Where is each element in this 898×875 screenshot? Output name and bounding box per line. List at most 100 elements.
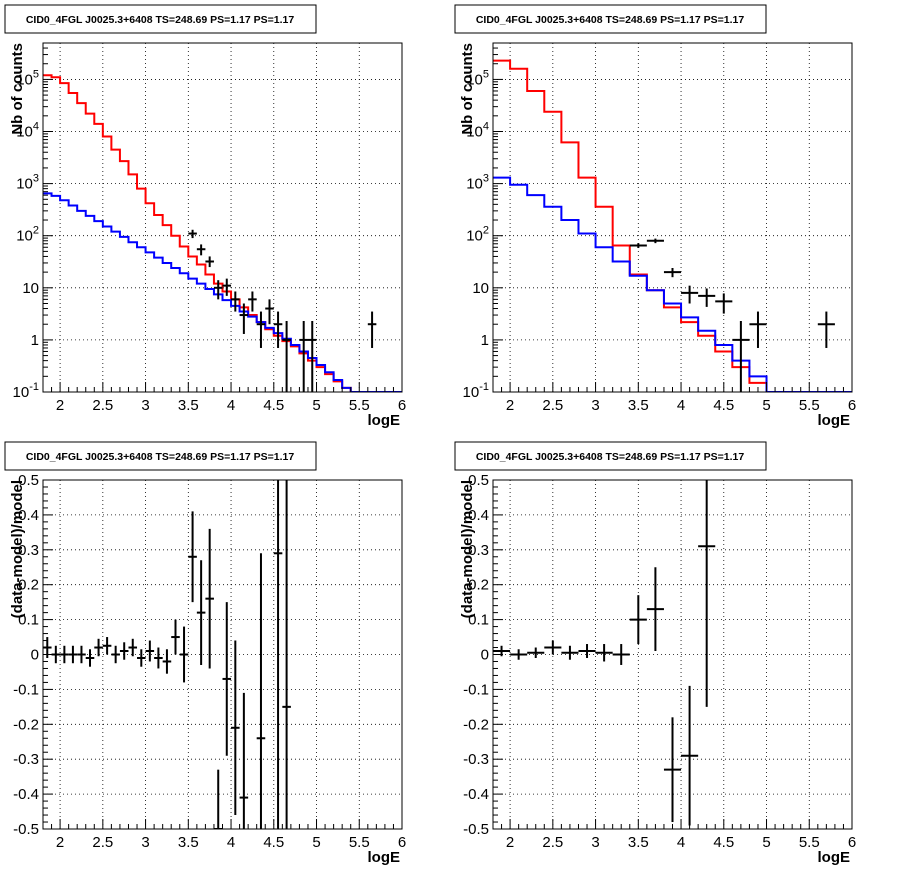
y-tick-label: 104 [466, 121, 489, 141]
x-tick-label: 5.5 [799, 397, 820, 414]
x-axis-label-1: logE [368, 412, 401, 429]
data-point [222, 278, 232, 296]
x-tick-label: 5.5 [799, 834, 820, 851]
x-tick-label: 3.5 [178, 397, 199, 414]
residual-point [213, 769, 223, 829]
residual-point [94, 638, 103, 657]
residual-point [239, 692, 249, 829]
x-tick-label: 5 [762, 834, 770, 851]
y-tick-label: 10 [22, 280, 39, 297]
x-axis-label-4: logE [818, 849, 851, 866]
x-tick-label: 6 [398, 834, 406, 851]
y-tick-label: 0.5 [18, 472, 39, 489]
data-point [273, 311, 283, 348]
y-axis-label-1: Nb of counts [9, 43, 26, 135]
y-tick-label: -0.5 [13, 821, 39, 838]
y-tick-label: 10-1 [13, 381, 39, 401]
residual-point [119, 642, 129, 660]
data-point [307, 321, 317, 392]
x-tick-label: 3.5 [178, 834, 199, 851]
panel-title-box-1: CID0_4FGL J0025.3+6408 TS=248.69 PS=1.17… [4, 4, 317, 34]
panel-title-box-2: CID0_4FGL J0025.3+6408 TS=248.69 PS=1.17… [454, 4, 767, 34]
residual-point [222, 602, 232, 756]
panel-title-1: CID0_4FGL J0025.3+6408 TS=248.69 PS=1.17… [26, 14, 294, 26]
series-2-step [43, 192, 402, 392]
data-point [681, 285, 699, 304]
y-tick-label: 105 [466, 68, 489, 88]
data-point [231, 291, 240, 312]
data-point [196, 244, 206, 256]
x-tick-label: 2 [506, 397, 514, 414]
residual-point [154, 647, 163, 669]
y-tick-label: 103 [466, 173, 489, 193]
residual-point [60, 645, 69, 664]
residual-point [681, 685, 699, 826]
y-tick-label: 104 [16, 121, 39, 141]
x-tick-label: 4 [677, 397, 685, 414]
x-tick-label: 5 [312, 834, 320, 851]
residual-point [698, 480, 716, 707]
plot-1: 2 2.5 3 3.5 4 4.5 5 5.5 6 10-1 1 10 102 103 104 105 [13, 42, 406, 414]
y-tick-label: -0.4 [463, 786, 489, 803]
data-point [282, 321, 291, 392]
y-tick-label: 0.5 [468, 472, 489, 489]
data-point [749, 311, 767, 348]
data-point [715, 293, 733, 314]
y-tick-label: -0.5 [463, 821, 489, 838]
residual-point [85, 649, 95, 667]
x-axis-label-3: logE [368, 849, 401, 866]
data-layer [493, 480, 716, 826]
x-tick-label: 4 [677, 834, 685, 851]
x-tick-label: 4.5 [263, 397, 284, 414]
y-tick-label: 10 [472, 280, 489, 297]
x-tick-label: 4 [227, 397, 235, 414]
y-tick-label: 105 [16, 68, 39, 88]
data-point [663, 267, 682, 278]
residual-point [188, 511, 197, 603]
x-tick-label: 3 [591, 834, 599, 851]
data-point [239, 303, 249, 334]
x-tick-label: 2.5 [542, 834, 563, 851]
x-tick-label: 2.5 [92, 834, 113, 851]
y-tick-label: 0.3 [18, 542, 39, 559]
plot-4: 2 2.5 3 3.5 4 4.5 5 5.5 6 -0.5 -0.4 -0.3 -0.2 -0.1 0 0.… [463, 472, 856, 851]
residual-point [612, 644, 630, 665]
residual-point [128, 638, 138, 657]
x-tick-label: 3.5 [628, 834, 649, 851]
residual-point [256, 553, 266, 829]
y-tick-label: 1 [481, 332, 489, 349]
data-point [367, 311, 377, 348]
data-point [698, 288, 716, 307]
y-tick-label: -0.2 [463, 716, 489, 733]
x-tick-label: 3 [141, 397, 149, 414]
x-tick-label: 2 [56, 834, 64, 851]
y-tick-label: 0.4 [18, 507, 39, 524]
residual-point [137, 649, 146, 667]
y-axis-label-3: (data-model)/model [9, 480, 26, 618]
data-point [213, 280, 223, 300]
residual-point [544, 640, 562, 655]
y-tick-label: 0.3 [468, 542, 489, 559]
x-tick-label: 5 [762, 397, 770, 414]
x-tick-label: 4.5 [713, 834, 734, 851]
panel-title-2: CID0_4FGL J0025.3+6408 TS=248.69 PS=1.17… [476, 14, 744, 26]
residual-point [162, 649, 172, 674]
x-tick-label: 4.5 [263, 834, 284, 851]
y-tick-label: 0 [481, 647, 489, 664]
residual-point [629, 595, 647, 645]
data-point [817, 311, 835, 348]
plot-3: 2 2.5 3 3.5 4 4.5 5 5.5 6 -0.5 -0.4 -0.3 -0.2 -0.1 0 0.… [13, 472, 406, 851]
data-point [265, 299, 274, 325]
x-tick-label: 4 [227, 834, 235, 851]
data-layer [493, 59, 852, 392]
x-tick-label: 3 [141, 834, 149, 851]
y-tick-label: 0.1 [468, 612, 489, 629]
x-tick-label: 2.5 [92, 397, 113, 414]
y-tick-label: 0 [31, 647, 39, 664]
residual-point [646, 567, 664, 652]
y-tick-label: -0.2 [13, 716, 39, 733]
x-tick-label: 2 [506, 834, 514, 851]
residual-point [68, 645, 78, 664]
